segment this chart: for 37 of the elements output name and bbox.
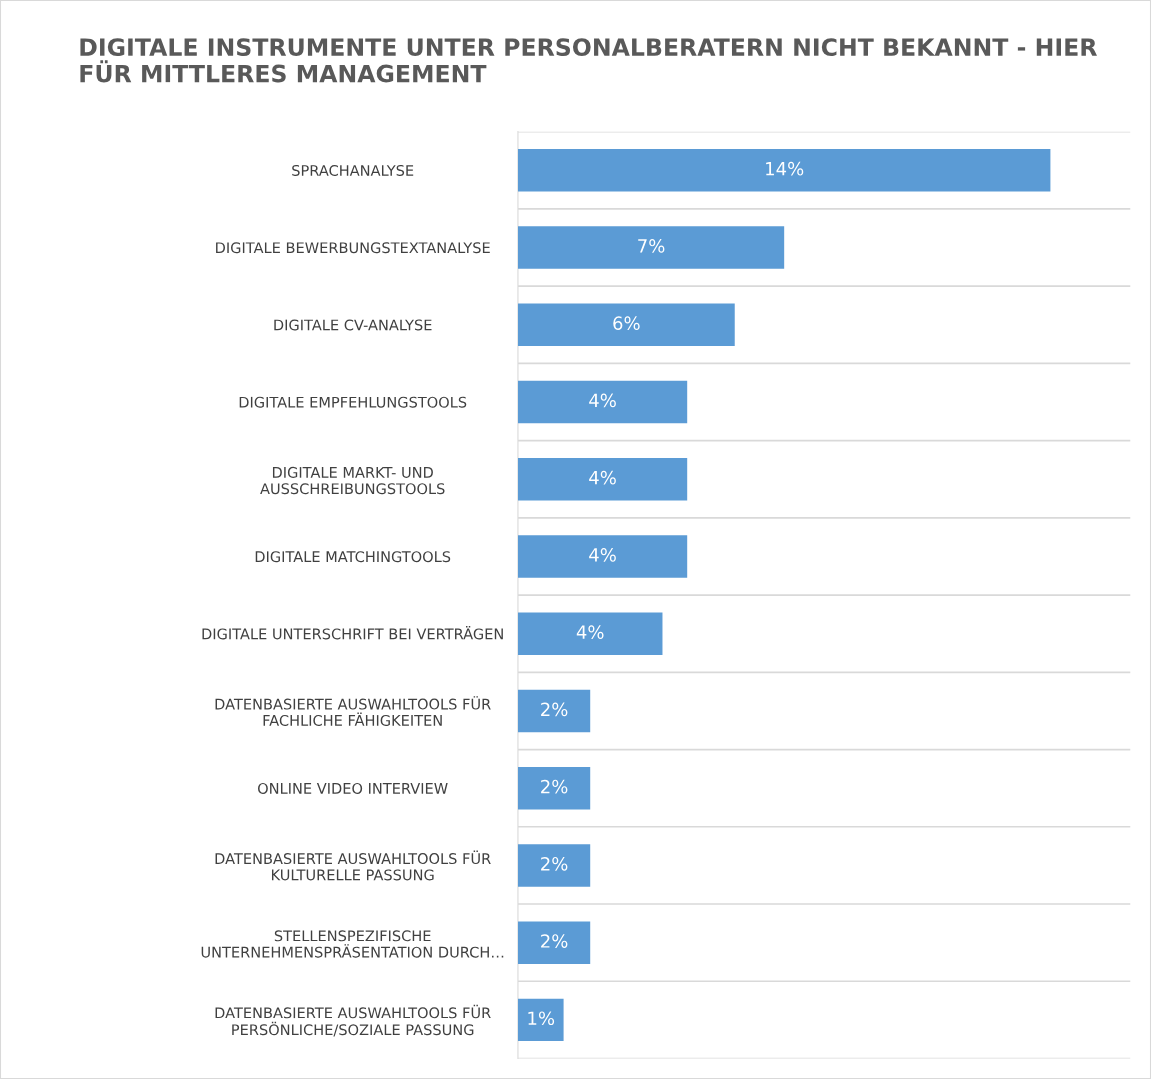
y-tick-label: ONLINE VIDEO INTERVIEW: [258, 782, 448, 794]
y-tick-label: DATENBASIERTE AUSWAHLTOOLS FÜR FACHLICHE FÄHIGKEITEN: [215, 696, 491, 726]
y-tick-label: DIGITALE BEWERBUNGSTEXTANALYSE: [216, 242, 490, 254]
data-label: 4%: [589, 548, 616, 562]
bar: [517, 612, 663, 655]
bar: [517, 457, 688, 501]
y-tick-label: DIGITALE CV-ANALYSE: [274, 319, 432, 331]
bar: [517, 766, 591, 810]
y-tick-label: DIGITALE EMPFEHLUNGSTOOLS: [239, 396, 467, 408]
bar: [517, 149, 1051, 192]
data-label: 2%: [541, 856, 568, 871]
bar: [517, 535, 688, 578]
y-tick-label: DATENBASIERTE AUSWAHLTOOLS FÜR KULTURELLE PASSUNG: [215, 850, 491, 881]
y-tick-label: DIGITALE MARKT- UND AUSSCHREIBUNGSTOOLS: [260, 466, 445, 495]
bar: [517, 844, 591, 887]
bar: [517, 303, 735, 346]
bar: [517, 226, 785, 269]
bar: [517, 380, 688, 424]
data-label: 1%: [528, 1011, 555, 1026]
data-label: 6%: [613, 316, 640, 330]
data-label: 2%: [541, 934, 568, 948]
data-label: 4%: [576, 625, 604, 639]
bar: [517, 921, 591, 964]
y-tick-label: STELLENSPEZIFISCHE UNTERNEHMENSPRÄSENTATION DURCH…: [201, 930, 504, 958]
data-label: 14%: [766, 161, 804, 176]
data-label: 4%: [589, 393, 616, 408]
y-tick-label: SPRACHANALYSE: [292, 164, 414, 177]
bar: [517, 689, 591, 733]
data-label: 2%: [541, 702, 568, 717]
data-label: 2%: [541, 779, 568, 794]
bar: [517, 998, 564, 1042]
y-tick-label: DATENBASIERTE AUSWAHLTOOLS FÜR PERSÖNLICHE/SOZIALE PASSUNG: [215, 1004, 491, 1037]
data-label: 7%: [638, 239, 665, 253]
data-label: 4%: [589, 470, 616, 485]
y-tick-label: DIGITALE MATCHINGTOOLS: [255, 551, 451, 563]
y-tick-label: DIGITALE UNTERSCHRIFT BEI VERTRÄGEN: [202, 625, 503, 640]
chart-title: DIGITALE INSTRUMENTE UNTER PERSONALBERATERN NICHT BEKANNT - HIER FÜR MITTLERES MANAGEMENT: [80, 38, 1097, 83]
